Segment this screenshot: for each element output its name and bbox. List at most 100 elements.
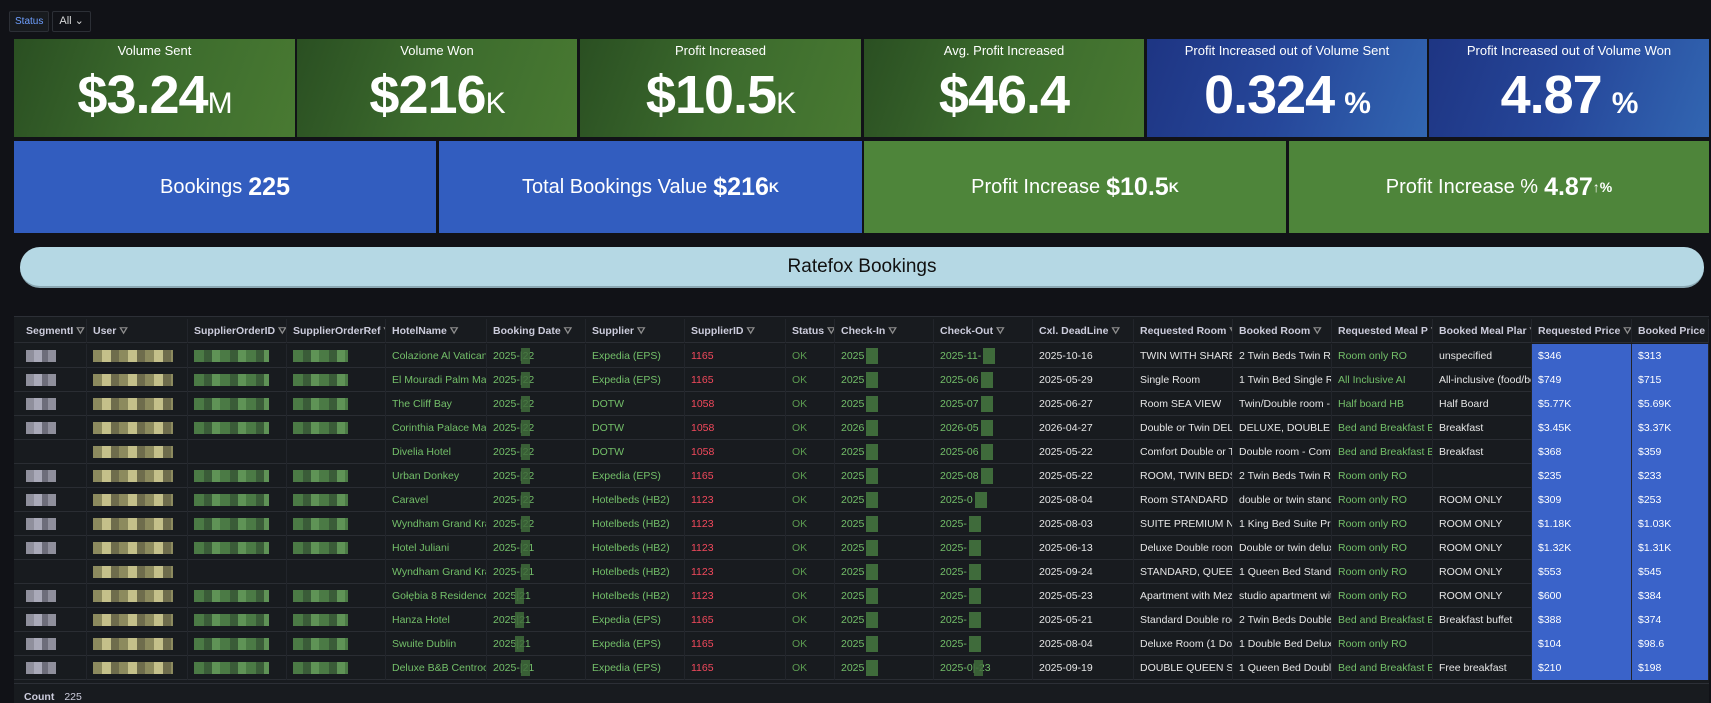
column-header[interactable]: Booked Price⛛ (1632, 319, 1709, 343)
redacted-block (93, 470, 173, 483)
column-header[interactable]: HotelName ⛛ (386, 319, 487, 343)
column-header[interactable]: SupplierID ⛛ (685, 319, 786, 343)
table-cell: 2025- (934, 536, 1033, 560)
table-cell: 2025-09-24 (1033, 560, 1134, 584)
filter-icon[interactable]: ⛛ (1111, 326, 1120, 337)
table-cell: 1 Double Bed Deluxe (1233, 632, 1332, 656)
table-cell: All-inclusive (food/beverage) (1433, 368, 1532, 392)
filter-icon[interactable]: ⛛ (1313, 326, 1322, 337)
filter-icon[interactable]: ⛛ (1431, 326, 1432, 337)
redacted-block (194, 470, 269, 483)
filter-icon[interactable]: ⛛ (278, 326, 287, 337)
table-row[interactable]: Divelia Hotel 2025-|22 DOTW 1058 OK 2025 2025-… (14, 440, 1709, 464)
column-header[interactable]: Check-Out ⛛ (934, 319, 1033, 343)
table-cell: 2025- (934, 584, 1033, 608)
column-header[interactable]: Requested Meal P⛛ (1332, 319, 1433, 343)
redacted-block (968, 588, 981, 605)
table-cell: Twin/Double room - Sea (1233, 392, 1332, 416)
table-cell (188, 608, 287, 632)
table-cell (188, 560, 287, 584)
table-row[interactable]: Urban Donkey 2025-|22 Expedia (EPS) 1165 OK 2… (14, 464, 1709, 488)
table-cell: OK (786, 416, 835, 440)
redacted-block (968, 636, 981, 653)
table-cell (20, 560, 87, 584)
table-cell: 2025 (835, 536, 934, 560)
column-header[interactable]: Check-In ⛛ (835, 319, 934, 343)
table-row[interactable]: Caravel 2025-|22 Hotelbeds (HB2) 1123 OK 2025… (14, 488, 1709, 512)
table-cell: 1123 (685, 512, 786, 536)
filter-icon[interactable]: ⛛ (384, 326, 385, 337)
table-cell: Room only RO (1332, 632, 1433, 656)
table-cell: $346 (1532, 344, 1632, 368)
table-cell: $1.18K (1532, 512, 1632, 536)
redacted-block (93, 566, 173, 579)
filter-icon[interactable]: ⛛ (746, 326, 755, 337)
table-cell (20, 512, 87, 536)
table-cell: $98.6 (1632, 632, 1709, 656)
table-cell (287, 464, 386, 488)
filter-icon[interactable]: ⛛ (76, 326, 85, 337)
table-cell: $545 (1632, 560, 1709, 584)
column-header[interactable]: SupplierOrderRef⛛ (287, 319, 386, 343)
column-header[interactable]: Booked Meal Plar⛛ (1433, 319, 1532, 343)
table-cell: 2025 (835, 632, 934, 656)
filter-icon[interactable]: ⛛ (1530, 326, 1531, 337)
column-header[interactable]: Supplier ⛛ (586, 319, 685, 343)
table-header: SegmentI ⛛ User ⛛ SupplierOrderID ⛛ SupplierOr… (14, 319, 1709, 343)
filter-icon[interactable]: ⛛ (119, 326, 128, 337)
table-cell: 1123 (685, 584, 786, 608)
table-cell: OK (786, 584, 835, 608)
redacted-block (515, 636, 525, 652)
table-row[interactable]: Colazione Al Vaticano 2025-|22 Expedia (EP… (14, 344, 1709, 368)
table-cell (188, 368, 287, 392)
column-header[interactable]: Cxl. DeadLine ⛛ (1033, 319, 1134, 343)
column-header[interactable]: Requested Price ⛛ (1532, 319, 1632, 343)
filter-icon[interactable]: ⛛ (888, 326, 897, 337)
table-cell (287, 536, 386, 560)
column-header[interactable]: Requested Room⛛ (1134, 319, 1233, 343)
table-cell: DELUXE, DOUBLE OR TWIN (1233, 416, 1332, 440)
column-header[interactable]: SupplierOrderID ⛛ (188, 319, 287, 343)
filter-icon[interactable]: ⛛ (1708, 326, 1709, 337)
filter-icon[interactable]: ⛛ (996, 326, 1005, 337)
filter-icon[interactable]: ⛛ (1623, 326, 1632, 337)
filter-icon[interactable]: ⛛ (1229, 326, 1232, 337)
table-cell: SUITE PREMIUM NON (1134, 512, 1233, 536)
column-header[interactable]: Booking Date ⛛ (487, 319, 586, 343)
column-header[interactable]: Status ⛛ (786, 319, 835, 343)
summary-unit: ↑% (1592, 179, 1613, 195)
column-header[interactable]: SegmentI ⛛ (20, 319, 87, 343)
redacted-block (26, 398, 56, 411)
status-filter-select[interactable]: All ⌄ (52, 11, 91, 32)
table-cell: Divelia Hotel (386, 440, 487, 464)
table-row[interactable]: The Cliff Bay 2025-|22 DOTW 1058 OK 2025 2025-… (14, 392, 1709, 416)
redacted-block (93, 662, 173, 675)
redacted-block (194, 374, 269, 387)
table-row[interactable]: Gołębia 8 Residence 2025|21 Hotelbeds (HB2… (14, 584, 1709, 608)
filter-icon[interactable]: ⛛ (637, 326, 646, 337)
table-row[interactable]: Swuite Dublin 2025|21 Expedia (EPS) 1165 OK 2… (14, 632, 1709, 656)
redacted-block (93, 590, 173, 603)
table-row[interactable]: Hotel Juliani 2025-|21 Hotelbeds (HB2) 1123… (14, 536, 1709, 560)
filter-icon[interactable]: ⛛ (827, 326, 835, 337)
table-row[interactable]: Corinthia Palace Malta2025-|22DOTW1058OK… (14, 416, 1709, 440)
filter-icon[interactable]: ⛛ (563, 326, 573, 337)
column-header[interactable]: Booked Room ⛛ (1233, 319, 1332, 343)
summary-card: Bookings 225 (14, 141, 436, 233)
column-header-label: HotelName (392, 325, 447, 337)
summary-value: 225 (248, 172, 290, 201)
column-header[interactable]: User ⛛ (87, 319, 188, 343)
table-cell: unspecified (1433, 344, 1532, 368)
table-cell: 2025 (835, 464, 934, 488)
table-cell: 1 Twin Bed Single Room (1233, 368, 1332, 392)
count-label: Count (24, 691, 55, 703)
redacted-block (521, 396, 530, 412)
table-cell: 2025 (835, 560, 934, 584)
table-row[interactable]: Hanza Hotel 2025|21 Expedia (EPS) 1165 OK 202… (14, 608, 1709, 632)
table-cell: OK (786, 656, 835, 680)
filter-icon[interactable]: ⛛ (449, 326, 459, 337)
